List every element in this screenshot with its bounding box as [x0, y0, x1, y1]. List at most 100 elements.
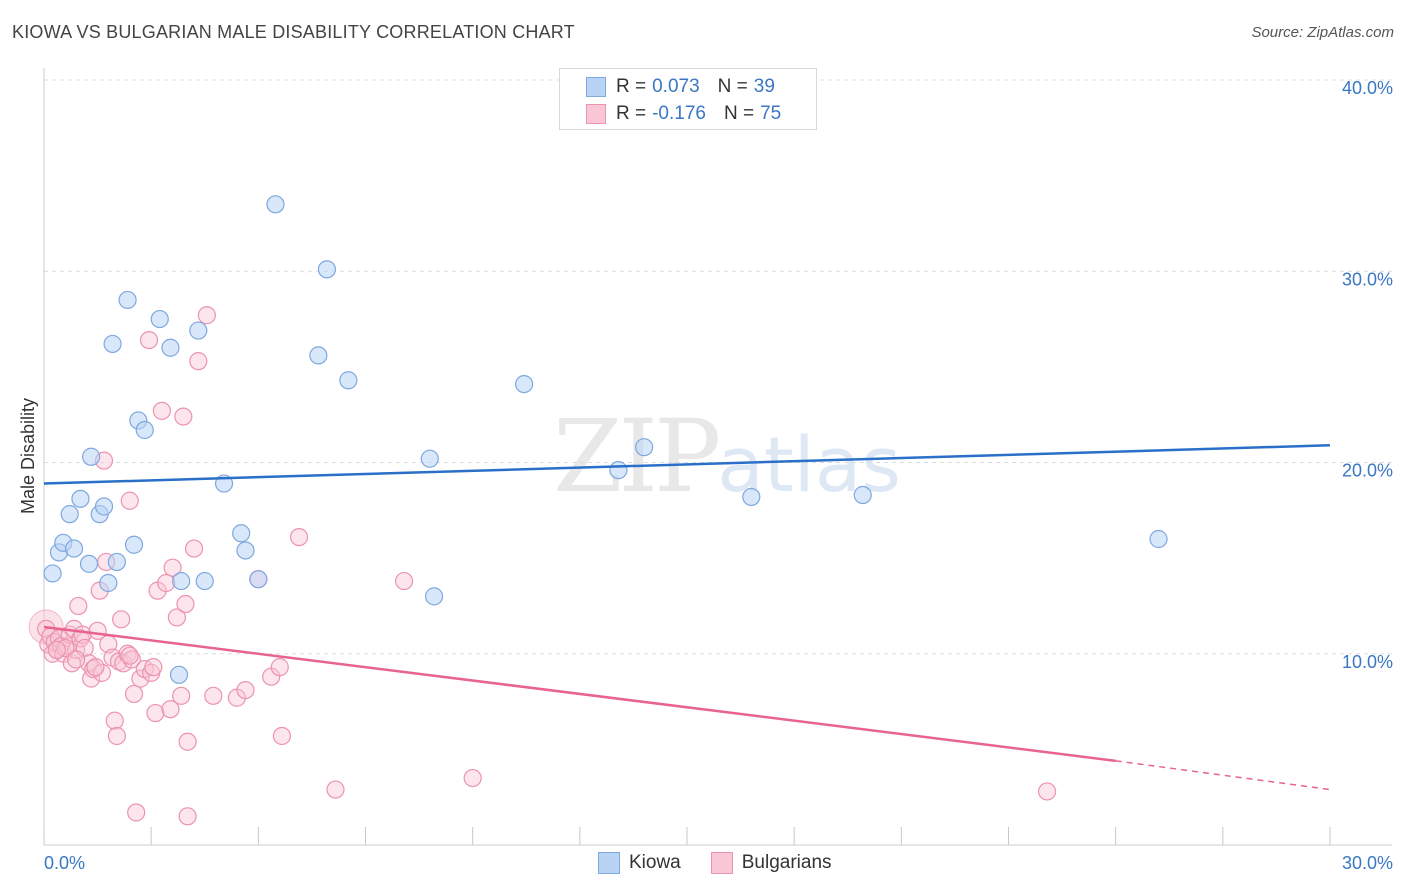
kiowa-point	[43, 564, 62, 583]
bulgarians-point	[86, 658, 105, 677]
kiowa-legend-swatch	[598, 852, 620, 874]
y-tick-label: 30.0%	[1342, 269, 1393, 289]
correlation-legend: R = 0.073 N = 39 R = -0.176 N = 75	[559, 68, 817, 130]
bulgarians-point	[157, 573, 176, 593]
kiowa-point	[1149, 529, 1168, 549]
bulgarians-point	[47, 640, 66, 660]
kiowa-point	[339, 371, 358, 390]
source-label[interactable]: Source: ZipAtlas.com	[1251, 24, 1394, 41]
kiowa-point	[172, 571, 191, 591]
bulgarians-n-value: 75	[760, 103, 782, 124]
kiowa-point	[118, 290, 137, 310]
bulgarians-point	[178, 807, 197, 826]
legend-item-kiowa[interactable]: Kiowa	[598, 852, 681, 874]
bulgarians-r-value: -0.176	[652, 103, 706, 124]
kiowa-point	[853, 485, 872, 505]
legend-row-bulgarians: R = -0.176 N = 75	[586, 102, 781, 126]
bulgarians-trend-extension	[1115, 760, 1331, 791]
kiowa-point	[64, 539, 84, 558]
kiowa-point	[317, 260, 337, 279]
bulgarians-point	[326, 780, 345, 799]
y-tick-label: 40.0%	[1342, 78, 1393, 98]
legend-row-kiowa: R = 0.073 N = 39	[586, 75, 775, 99]
bulgarians-trend-line	[43, 625, 1116, 763]
bulgarians-point	[463, 768, 482, 788]
bulgarians-point	[184, 539, 204, 558]
bulgarians-swatch	[586, 104, 606, 124]
chart-title: KIOWA VS BULGARIAN MALE DISABILITY CORRE…	[12, 22, 575, 42]
bulgarians-point	[289, 527, 309, 547]
kiowa-point	[609, 461, 628, 480]
bulgarians-point	[105, 711, 124, 730]
bulgarians-point	[189, 352, 208, 371]
bulgarians-point	[204, 686, 223, 705]
kiowa-point	[635, 438, 654, 457]
bulgarians-point	[152, 401, 171, 420]
bulgarians-point	[69, 596, 88, 616]
kiowa-point	[424, 587, 444, 606]
bulgarians-point	[146, 703, 165, 723]
kiowa-trend-line	[43, 444, 1331, 485]
legend-item-bulgarians[interactable]: Bulgarians	[710, 852, 832, 874]
kiowa-point	[135, 420, 154, 440]
bulgarians-point	[236, 680, 255, 700]
kiowa-point	[71, 489, 90, 508]
y-axis-title: Male Disability	[18, 398, 38, 514]
bulgarians-point	[176, 594, 195, 614]
kiowa-point	[82, 447, 101, 466]
bulgarians-point	[124, 684, 144, 704]
watermark-zip: ZIP	[553, 398, 721, 515]
kiowa-point	[124, 535, 144, 554]
kiowa-point	[266, 195, 285, 214]
kiowa-swatch	[586, 77, 606, 97]
bulgarians-point	[107, 726, 126, 746]
bulgarians-point	[394, 571, 414, 591]
bulgarians-point	[161, 700, 180, 719]
bulgarians-point	[270, 658, 289, 677]
bulgarians-point	[127, 803, 146, 822]
bulgarians-n-label: N =	[723, 103, 755, 124]
bulgarians-point	[112, 610, 131, 629]
bulgarians-point	[167, 608, 186, 627]
kiowa-point	[236, 541, 255, 560]
kiowa-point	[94, 497, 114, 516]
y-tick-label: 10.0%	[1342, 652, 1393, 672]
kiowa-r-value: 0.073	[652, 76, 700, 97]
kiowa-point	[742, 487, 761, 507]
bulgarians-point	[120, 646, 139, 665]
bulgarians-point	[1037, 782, 1057, 801]
kiowa-point	[99, 573, 118, 593]
x-tick-label: 0.0%	[44, 853, 85, 873]
bulgarians-point	[67, 650, 86, 669]
kiowa-point	[309, 346, 328, 365]
kiowa-point	[249, 570, 268, 589]
bulgarians-point	[178, 732, 197, 751]
kiowa-point	[232, 524, 251, 543]
kiowa-point	[169, 665, 189, 684]
kiowa-point	[79, 554, 99, 573]
bulgarians-point	[163, 558, 182, 577]
kiowa-r-label: R =	[616, 76, 647, 97]
kiowa-point	[103, 334, 122, 354]
bulgarians-point	[272, 726, 292, 746]
bulgarians-point	[131, 669, 150, 688]
kiowa-point	[60, 505, 79, 524]
kiowa-point	[161, 338, 180, 357]
bulgarians-point	[197, 306, 216, 325]
bulgarians-point	[120, 491, 139, 510]
kiowa-point	[420, 449, 439, 468]
kiowa-point	[515, 374, 534, 394]
bulgarians-r-label: R =	[616, 103, 647, 124]
bulgarians-point	[172, 686, 191, 705]
bulgarians-legend-swatch	[710, 852, 733, 874]
kiowa-n-value: 39	[753, 76, 775, 97]
kiowa-point	[150, 309, 169, 329]
y-tick-label: 20.0%	[1342, 461, 1393, 481]
kiowa-legend-label: Kiowa	[629, 852, 681, 873]
kiowa-point	[195, 571, 214, 591]
series-legend: Kiowa Bulgarians	[598, 852, 862, 874]
kiowa-point	[107, 552, 126, 572]
kiowa-point	[189, 321, 208, 340]
bulgarians-point	[139, 331, 159, 350]
